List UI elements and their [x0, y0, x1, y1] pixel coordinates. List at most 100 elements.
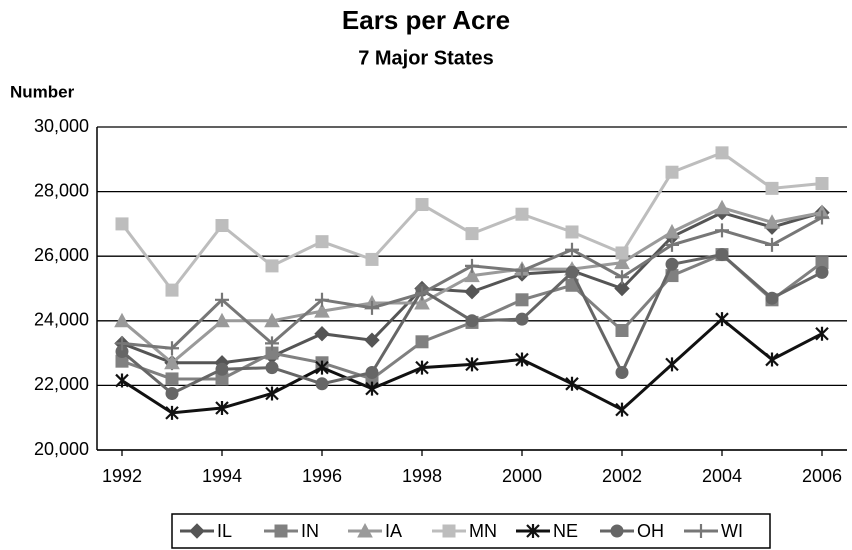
data-point [164, 354, 180, 370]
data-point [665, 257, 679, 271]
data-point [314, 303, 330, 318]
legend-box [171, 513, 771, 549]
data-point [414, 294, 430, 310]
data-point [464, 284, 480, 300]
y-tick-label: 20,000 [34, 439, 89, 459]
y-tick-label: 24,000 [34, 310, 89, 330]
data-point [614, 254, 630, 270]
data-point [165, 372, 179, 386]
data-point [165, 341, 179, 356]
data-point [264, 312, 280, 328]
data-point [815, 177, 829, 191]
y-tick-label: 26,000 [34, 245, 89, 265]
data-point [465, 314, 479, 328]
legend-label: IA [385, 521, 402, 541]
legend-label: MN [469, 521, 497, 541]
legend-marker [189, 523, 205, 539]
x-tick-label: 2000 [502, 466, 542, 486]
data-point [315, 235, 329, 249]
data-point [665, 237, 679, 252]
data-point [815, 265, 829, 279]
data-point [114, 312, 130, 328]
data-point [715, 312, 729, 327]
data-point [664, 223, 680, 239]
data-point [765, 181, 779, 195]
data-point [115, 373, 129, 388]
x-tick-label: 1998 [402, 466, 442, 486]
data-point [365, 381, 379, 396]
data-point [714, 199, 730, 215]
x-tick-label: 2004 [702, 466, 742, 486]
legend-label: WI [721, 521, 743, 541]
data-point [715, 248, 729, 262]
data-point [165, 283, 179, 297]
legend-label: OH [637, 521, 664, 541]
chart-title: Ears per Acre [342, 5, 510, 35]
data-point [314, 326, 330, 342]
data-point [415, 286, 429, 301]
data-point [365, 252, 379, 266]
data-point [615, 270, 629, 285]
data-point [464, 267, 480, 283]
data-point [265, 386, 279, 401]
data-point [565, 376, 579, 391]
data-point [265, 336, 279, 351]
data-point [765, 237, 779, 252]
legend-label: NE [553, 521, 578, 541]
data-point [565, 225, 579, 239]
data-point [715, 146, 729, 160]
y-tick-label: 28,000 [34, 180, 89, 200]
data-point [265, 361, 279, 375]
data-point [165, 386, 179, 400]
data-point [515, 312, 529, 326]
data-point [565, 242, 579, 257]
data-point [465, 227, 479, 241]
legend-label: IL [217, 521, 232, 541]
data-point [315, 377, 329, 391]
data-point [415, 198, 429, 212]
data-point [215, 292, 229, 307]
data-point [365, 365, 379, 379]
legend-marker [442, 524, 456, 538]
data-point [615, 365, 629, 379]
data-point [665, 165, 679, 179]
data-point [515, 352, 529, 367]
x-tick-label: 1992 [102, 466, 142, 486]
data-point [315, 292, 329, 307]
data-point [465, 357, 479, 372]
data-point [765, 352, 779, 367]
data-point [115, 336, 129, 351]
chart-subtitle: 7 Major States [358, 47, 494, 69]
legend-marker [610, 524, 624, 538]
data-point [115, 217, 129, 231]
data-point [815, 326, 829, 341]
data-point [615, 402, 629, 417]
data-point [515, 293, 529, 307]
data-point [415, 360, 429, 375]
y-tick-label: 22,000 [34, 374, 89, 394]
legend-marker [694, 524, 708, 538]
data-point [615, 323, 629, 337]
data-point [715, 223, 729, 238]
data-point [215, 401, 229, 416]
x-tick-label: 2006 [802, 466, 842, 486]
data-point [364, 332, 380, 348]
data-point [214, 312, 230, 328]
y-axis-label: Number [10, 82, 75, 101]
data-point [315, 360, 329, 375]
data-point [565, 265, 579, 279]
data-point [515, 263, 529, 278]
data-point [615, 246, 629, 260]
data-point [765, 291, 779, 305]
legend-label: IN [301, 521, 319, 541]
data-point [215, 362, 229, 376]
data-point [465, 258, 479, 273]
data-point [614, 280, 630, 297]
data-point [265, 259, 279, 273]
legend-marker [357, 522, 373, 538]
data-point [815, 210, 829, 225]
data-point [365, 300, 379, 315]
data-point [215, 219, 229, 233]
